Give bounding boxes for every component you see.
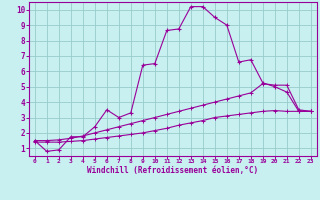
X-axis label: Windchill (Refroidissement éolien,°C): Windchill (Refroidissement éolien,°C) bbox=[87, 166, 258, 175]
